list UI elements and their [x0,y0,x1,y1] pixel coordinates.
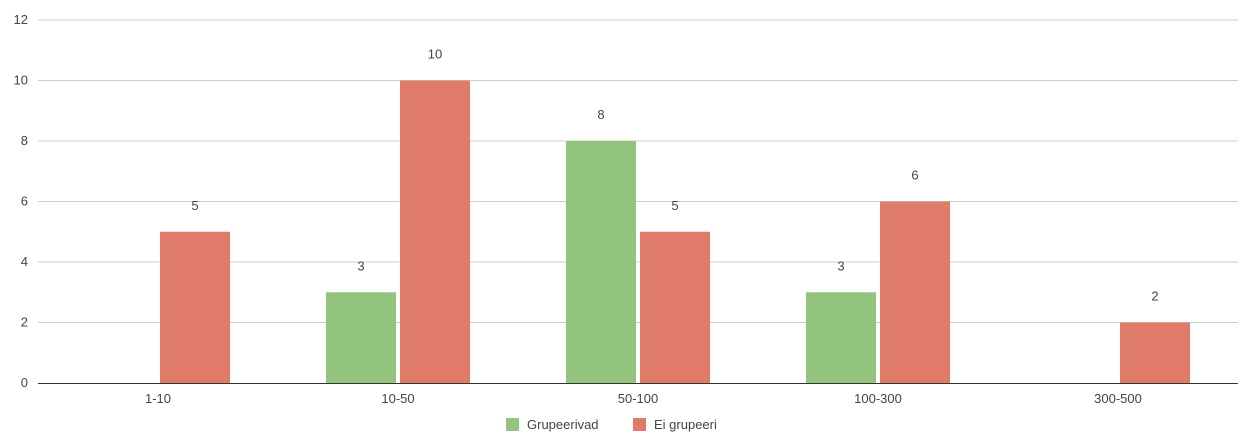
bar-grupeerivad [326,292,396,383]
legend-label: Grupeerivad [527,417,599,432]
x-tick-label: 100-300 [854,391,902,406]
bar-ei-grupeeri [880,201,950,383]
y-tick-label: 10 [14,73,28,88]
y-tick-label: 4 [21,254,28,269]
legend-swatch [633,418,646,431]
bar-grupeerivad [566,141,636,383]
data-label: 3 [357,258,364,273]
data-labels: 5 3 10 8 5 3 6 2 [191,47,1158,304]
data-label: 10 [428,47,442,62]
data-label: 5 [671,198,678,213]
grid-lines [38,19,1238,323]
x-tick-label: 1-10 [145,391,171,406]
x-tick-label: 50-100 [618,391,658,406]
x-tick-label: 300-500 [1094,391,1142,406]
data-label: 2 [1151,289,1158,304]
legend-label: Ei grupeeri [654,417,717,432]
y-tick-label: 8 [21,133,28,148]
y-tick-label: 2 [21,315,28,330]
x-tick-label: 10-50 [381,391,414,406]
bar-grupeerivad [806,292,876,383]
x-axis-ticks: 1-10 10-50 50-100 100-300 300-500 [145,391,1142,406]
data-label: 6 [911,168,918,183]
bar-ei-grupeeri [160,231,230,383]
y-tick-label: 6 [21,194,28,209]
y-tick-label: 0 [21,375,28,390]
bars [160,80,1190,383]
bar-ei-grupeeri [640,231,710,383]
y-axis-ticks: 0 2 4 6 8 10 12 [14,12,28,390]
data-label: 3 [837,258,844,273]
data-label: 8 [597,107,604,122]
legend: Grupeerivad Ei grupeeri [506,417,717,432]
y-tick-label: 12 [14,12,28,27]
bar-ei-grupeeri [1120,322,1190,383]
bar-ei-grupeeri [400,80,470,383]
legend-swatch [506,418,519,431]
data-label: 5 [191,198,198,213]
